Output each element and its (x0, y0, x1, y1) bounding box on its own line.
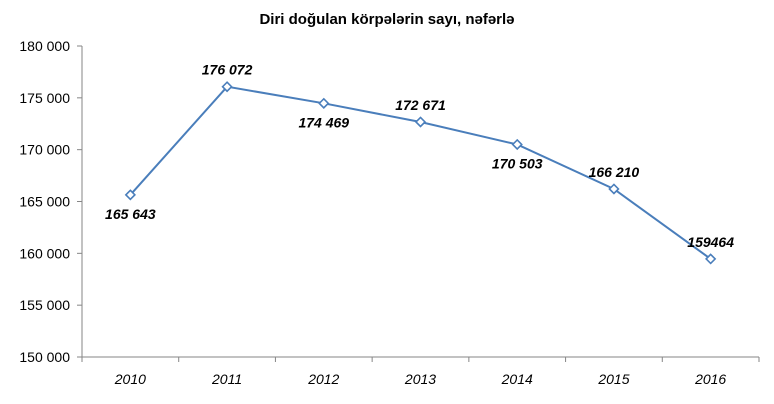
data-point-marker (124, 189, 136, 201)
data-point-marker (511, 138, 523, 151)
y-tick-label: 170 000 (19, 142, 70, 158)
x-tick-label: 2010 (114, 371, 146, 387)
data-label: 165 643 (105, 206, 156, 222)
y-axis-ticks: 150 000 155 000 160 000 165 000 170 000 175 0… (19, 38, 82, 365)
y-tick-label: 155 000 (19, 297, 70, 313)
x-axis-ticks: 2010 2011 2012 2013 2014 2015 2016 (81, 357, 760, 387)
data-label: 174 469 (298, 114, 349, 130)
data-labels-group: 165 643 176 072 174 469 172 671 170 503 166 2… (105, 62, 734, 250)
x-tick-label: 2013 (404, 371, 436, 387)
data-point-marker (608, 183, 620, 195)
y-tick-label: 165 000 (19, 194, 70, 210)
data-label: 159464 (687, 234, 734, 250)
y-tick-label: 160 000 (19, 245, 70, 261)
data-label: 170 503 (492, 155, 543, 171)
data-label: 172 671 (395, 97, 446, 113)
data-label: 166 210 (589, 164, 640, 180)
series-group (124, 81, 717, 265)
data-point-marker (221, 81, 233, 93)
x-tick-label: 2012 (307, 371, 339, 387)
y-tick-label: 175 000 (19, 90, 70, 106)
x-tick-label: 2015 (597, 371, 629, 387)
chart-title: Diri doğulan körpələrin sayı, nəfərlə (259, 11, 514, 28)
y-tick-label: 150 000 (19, 349, 70, 365)
data-point-marker (318, 97, 330, 109)
x-tick-label: 2011 (211, 371, 242, 387)
y-tick-label: 180 000 (19, 38, 70, 54)
data-point-marker (705, 253, 717, 265)
x-tick-label: 2016 (694, 371, 726, 387)
data-point-marker (414, 116, 427, 128)
x-tick-label: 2014 (501, 371, 533, 387)
axes (81, 46, 759, 358)
data-label: 176 072 (202, 62, 253, 78)
